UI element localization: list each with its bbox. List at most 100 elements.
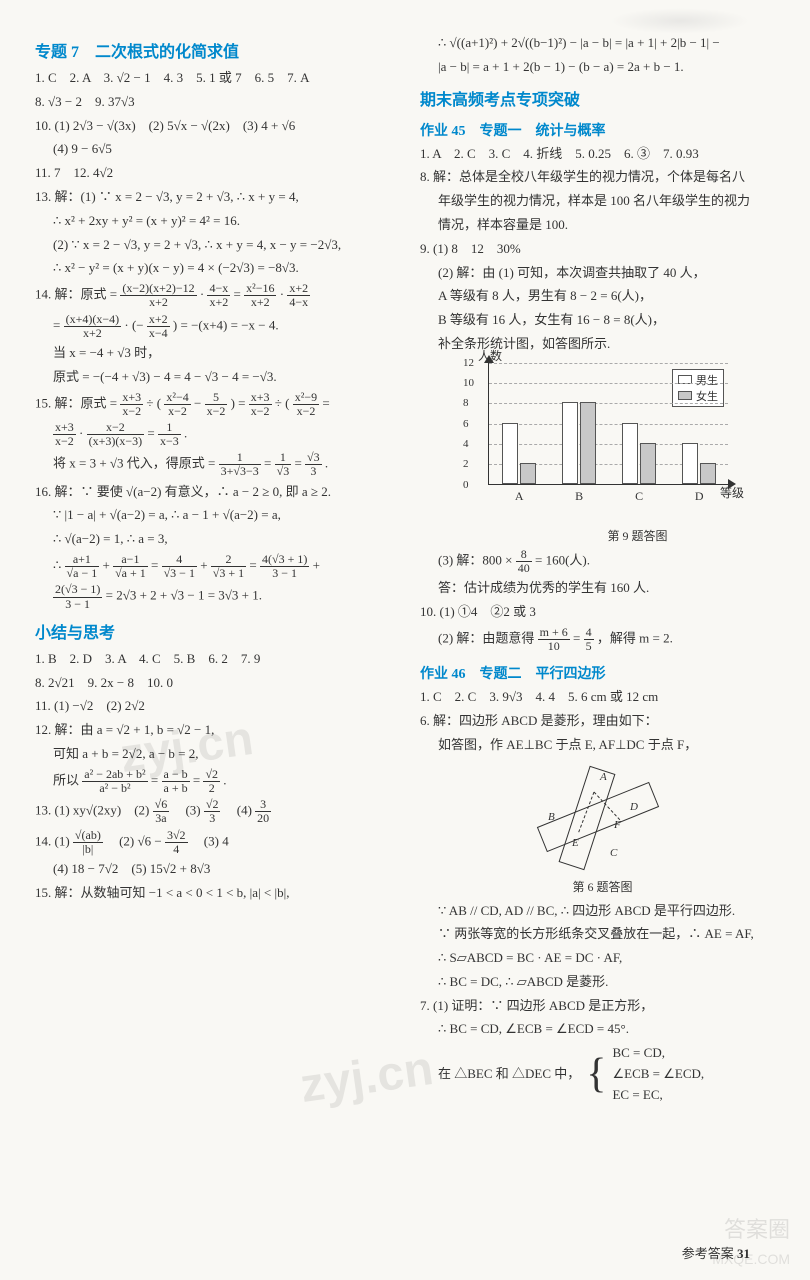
svg-text:E: E — [571, 837, 579, 849]
sol-line: 8. 解：总体是全校八年级学生的视力情况，个体是每名八 — [420, 167, 785, 188]
ans-line: (4) 9 − 6√5 — [35, 139, 400, 160]
sol-line: ∴ BC = CD, ∠ECB = ∠ECD = 45°. — [420, 1019, 785, 1040]
fraction: x−2(x+3)(x−3) — [87, 421, 145, 448]
page-artifact — [610, 8, 750, 34]
ans-line: 11. (1) −√2 (2) 2√2 — [35, 696, 400, 717]
text: = — [322, 395, 329, 410]
text: = — [234, 287, 245, 302]
rhombus-diagram: A D B F E C 第 6 题答图 — [420, 762, 785, 895]
ans-line: 1. C 2. C 3. 9√3 4. 4 5. 6 cm 或 12 cm — [420, 687, 785, 708]
text: + — [102, 558, 113, 573]
text: (3) 4 — [191, 833, 229, 848]
sol-line: B 等级有 16 人，女生有 16 − 8 = 8(人)， — [420, 310, 785, 331]
svg-text:B: B — [548, 811, 555, 823]
brace-icon: { — [586, 1062, 606, 1087]
sol-line: A 等级有 8 人，男生有 8 − 2 = 6(人)， — [420, 286, 785, 307]
text: ) = −(x+4) = −x − 4. — [173, 317, 279, 332]
topic7-title: 专题 7 二次根式的化简求值 — [35, 38, 400, 62]
fraction: √22 — [203, 768, 220, 795]
hw46-title: 作业 46 专题二 平行四边形 — [420, 663, 785, 683]
text: 14. 解：原式 = — [35, 287, 120, 302]
text: 15. 解：原式 = — [35, 395, 120, 410]
fraction: x+24−x — [287, 282, 310, 309]
fraction: 3√24 — [165, 829, 188, 856]
text: (2) 解：由题意得 — [438, 630, 538, 645]
ans-line: 8. 2√21 9. 2x − 8 10. 0 — [35, 673, 400, 694]
ans-13: 13. (1) xy√(2xy) (2) √63a (3) √23 (4) 32… — [35, 798, 400, 825]
sol-line: ∵ |1 − a| + √(a−2) = a, ∴ a − 1 + √(a−2)… — [35, 505, 400, 526]
sol-10-2: (2) 解：由题意得 m + 610 = 45 ，解得 m = 2. — [420, 626, 785, 653]
text: . — [223, 772, 226, 787]
svg-text:C: C — [610, 847, 618, 859]
text: · — [200, 287, 208, 302]
ans-line: 10. (1) 2√3 − √(3x) (2) 5√x − √(2x) (3) … — [35, 116, 400, 137]
text: = — [264, 456, 275, 471]
fraction: √63a — [153, 798, 170, 825]
svg-text:F: F — [613, 819, 621, 831]
sol-14: 14. 解：原式 = (x−2)(x+2)−12x+2 · 4−xx+2 = x… — [35, 282, 400, 309]
sol-15b: x+3x−2 · x−2(x+3)(x−3) = 1x−3 . — [35, 421, 400, 448]
text: (4) — [224, 803, 255, 818]
ans-line: 10. (1) ①4 ②2 或 3 — [420, 602, 785, 623]
sol-line: 可知 a + b = 2√2, a − b = 2, — [35, 744, 400, 765]
ans-line: 1. A 2. C 3. C 4. 折线 5. 0.25 6. ③ 7. 0.9… — [420, 144, 785, 165]
text: = — [294, 456, 305, 471]
sol-line: ∵ 两张等宽的长方形纸条交叉叠放在一起，∴ AE = AF, — [420, 924, 785, 945]
chart-plot: 男生 女生 024681012ABCD — [488, 363, 728, 485]
legend-label: 女生 — [696, 388, 718, 404]
text: 13. (1) xy√(2xy) (2) — [35, 803, 153, 818]
summary-title: 小结与思考 — [35, 619, 400, 643]
ans-line: 11. 7 12. 4√2 — [35, 163, 400, 184]
sol-line: 年级学生的视力情况，样本是 100 名八年级学生的视力 — [420, 191, 785, 212]
fraction: 320 — [255, 798, 271, 825]
ans-line: 9. (1) 8 12 30% — [420, 239, 785, 260]
sol-line: 16. 解：∵ 要使 √(a−2) 有意义，∴ a − 2 ≥ 0, 即 a ≥… — [35, 482, 400, 503]
fraction: x+3x−2 — [249, 391, 272, 418]
fraction: x²−16x+2 — [244, 282, 276, 309]
sol-14b: = (x+4)(x−4)x+2 · (− x+2x−4 ) = −(x+4) =… — [35, 313, 400, 340]
fraction: 5x−2 — [205, 391, 228, 418]
sol-line: ∵ AB // CD, AD // BC, ∴ 四边形 ABCD 是平行四边形. — [420, 901, 785, 922]
sol-line: ∴ S▱ABCD = BC · AE = DC · AF, — [420, 948, 785, 969]
sol-line: 情况，样本容量是 100. — [420, 215, 785, 236]
page-columns: 专题 7 二次根式的化简求值 1. C 2. A 3. √2 − 1 4. 3 … — [35, 30, 785, 1109]
brace-line: ∠ECB = ∠ECD, — [612, 1064, 704, 1085]
sol-line: 13. 解：(1) ∵ x = 2 − √3, y = 2 + √3, ∴ x … — [35, 187, 400, 208]
fraction: √33 — [305, 451, 322, 478]
text: ÷ ( — [275, 395, 290, 410]
ans-line: (4) 18 − 7√2 (5) 15√2 + 8√3 — [35, 859, 400, 880]
text: = 160(人). — [535, 552, 590, 567]
ans-14: 14. (1) √(ab)|b| (2) √6 − 3√24 (3) 4 — [35, 829, 400, 856]
text: = — [53, 317, 64, 332]
sol-15c: 将 x = 3 + √3 代入，得原式 = 13+√3−3 = 1√3 = √3… — [35, 451, 400, 478]
text: · (− — [124, 317, 143, 332]
text: (3) — [172, 803, 203, 818]
chart-legend: 男生 女生 — [672, 369, 724, 407]
fraction: x+2x−4 — [147, 313, 170, 340]
fraction: (x+4)(x−4)x+2 — [64, 313, 122, 340]
sol-line: 答：估计成绩为优秀的学生有 160 人. — [420, 578, 785, 599]
fraction: a² − 2ab + b²a² − b² — [82, 768, 147, 795]
sol-line: 原式 = −(−4 + √3) − 4 = 4 − √3 − 4 = −√3. — [35, 367, 400, 388]
sol-9-3: (3) 解：800 × 840 = 160(人). — [420, 548, 785, 575]
fraction: 1√3 — [275, 451, 292, 478]
text: = — [151, 772, 162, 787]
fraction: 4−xx+2 — [207, 282, 230, 309]
text: · — [79, 426, 87, 441]
chart-xlabel: 等级 — [720, 484, 744, 501]
text: 在 △BEC 和 △DEC 中， — [438, 1064, 580, 1085]
sol-line: 补全条形统计图，如答图所示. — [420, 334, 785, 355]
fraction: √(ab)|b| — [73, 829, 103, 856]
text: + — [200, 558, 211, 573]
fraction: √23 — [204, 798, 221, 825]
sol-line: 15. 解：从数轴可知 −1 < a < 0 < 1 < b, |a| < |b… — [35, 883, 400, 904]
ans-line: 1. B 2. D 3. A 4. C 5. B 6. 2 7. 9 — [35, 649, 400, 670]
text: = — [573, 630, 584, 645]
diagram-svg: A D B F E C — [518, 762, 688, 872]
sol-16e: 2(√3 − 1)3 − 1 = 2√3 + 2 + √3 − 1 = 3√3 … — [35, 583, 400, 610]
fraction: 1x−3 — [158, 421, 181, 448]
fraction: a−1√a + 1 — [113, 553, 148, 580]
fraction: a+1√a − 1 — [65, 553, 100, 580]
bar-chart: 人数 男生 女生 024681012ABCD 等级 第 9 题答图 — [460, 359, 785, 544]
text: · — [280, 287, 288, 302]
